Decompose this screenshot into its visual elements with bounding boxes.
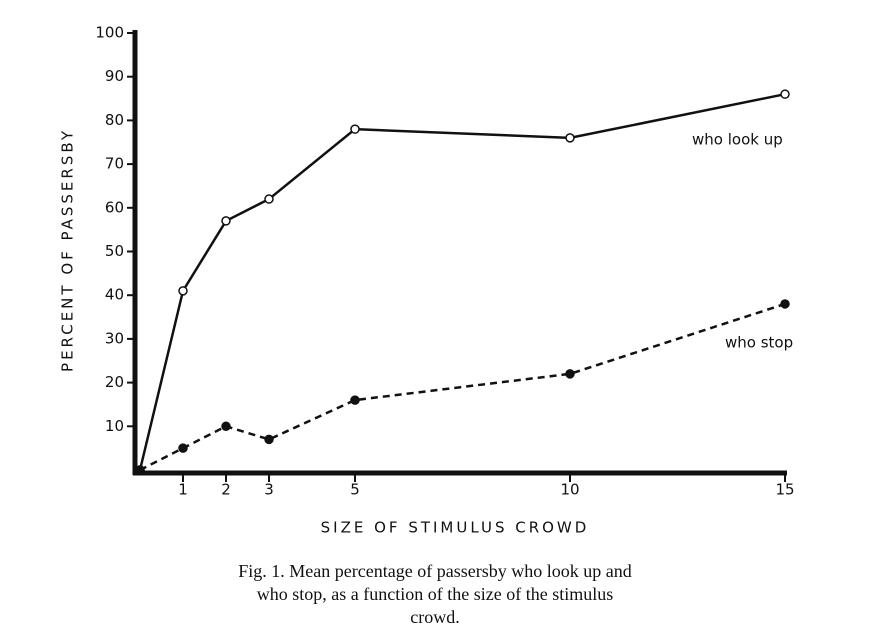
x-tick-label: 10	[560, 481, 579, 499]
y-tick-label: 90	[105, 67, 124, 85]
data-point	[780, 89, 790, 99]
y-tick-label: 60	[105, 198, 124, 216]
series-line	[138, 92, 786, 471]
data-point	[565, 133, 575, 143]
data-point	[350, 395, 360, 405]
x-tick-label: 15	[775, 481, 794, 499]
x-tick-label: 1	[178, 481, 188, 499]
data-point	[264, 434, 274, 445]
y-tick-label: 80	[105, 111, 124, 129]
y-tick-label: 70	[105, 155, 124, 173]
x-tick-label: 2	[221, 481, 231, 499]
data-point	[221, 216, 231, 226]
data-point	[135, 465, 145, 475]
y-tick-label: 10	[105, 417, 124, 435]
data-point	[565, 369, 575, 379]
x-axis-label: SIZE OF STIMULUS CROWD	[321, 519, 590, 537]
caption: Fig. 1. Mean percentage of passersby who…	[238, 561, 632, 627]
series-label: who stop	[725, 334, 793, 352]
data-point	[780, 299, 790, 309]
y-tick-label: 40	[105, 286, 124, 304]
data-point	[178, 286, 188, 296]
y-axis-label: PERCENT OF PASSERSBY	[59, 128, 77, 372]
data-point	[264, 194, 274, 204]
y-tick-label: 20	[105, 373, 124, 391]
data-point	[178, 443, 188, 453]
data-point	[350, 124, 360, 134]
series-line	[139, 302, 786, 472]
y-tick-label: 100	[95, 24, 124, 42]
series-label: who look up	[692, 131, 783, 149]
x-tick-label: 3	[264, 481, 274, 499]
y-tick-label: 50	[105, 242, 124, 260]
y-tick-label: 30	[105, 329, 124, 347]
data-point	[221, 421, 231, 432]
x-tick-label: 5	[350, 481, 360, 499]
chart: PERCENT OF PASSERSBY SIZE OF STIMULUS CR…	[59, 24, 795, 537]
